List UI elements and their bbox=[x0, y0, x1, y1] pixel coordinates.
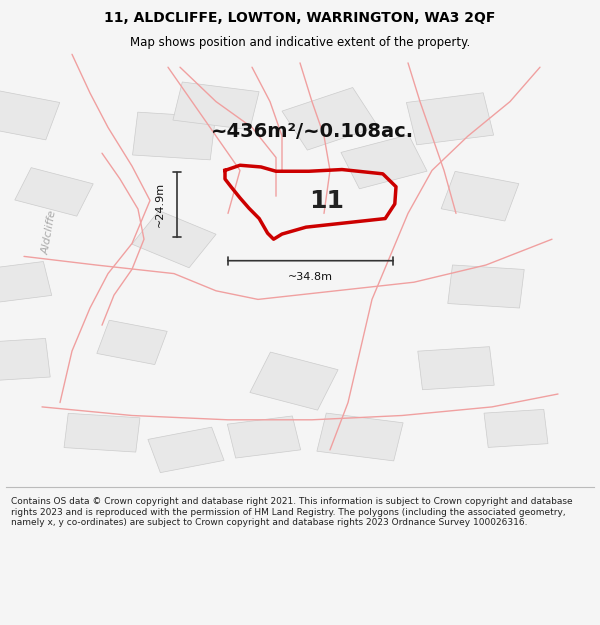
Polygon shape bbox=[282, 88, 378, 150]
Polygon shape bbox=[406, 92, 494, 145]
Polygon shape bbox=[132, 211, 216, 268]
Text: 11, ALDCLIFFE, LOWTON, WARRINGTON, WA3 2QF: 11, ALDCLIFFE, LOWTON, WARRINGTON, WA3 2… bbox=[104, 11, 496, 25]
Polygon shape bbox=[148, 427, 224, 472]
Polygon shape bbox=[15, 168, 93, 216]
Text: Map shows position and indicative extent of the property.: Map shows position and indicative extent… bbox=[130, 36, 470, 49]
Polygon shape bbox=[0, 261, 52, 303]
Text: Contains OS data © Crown copyright and database right 2021. This information is : Contains OS data © Crown copyright and d… bbox=[11, 498, 572, 528]
Text: 11: 11 bbox=[310, 189, 344, 213]
Text: ~34.8m: ~34.8m bbox=[288, 272, 333, 282]
Polygon shape bbox=[227, 416, 301, 458]
Polygon shape bbox=[317, 413, 403, 461]
Polygon shape bbox=[133, 112, 215, 160]
Polygon shape bbox=[0, 89, 60, 140]
Polygon shape bbox=[97, 320, 167, 364]
Text: ~436m²/~0.108ac.: ~436m²/~0.108ac. bbox=[211, 122, 413, 141]
Polygon shape bbox=[448, 265, 524, 308]
Polygon shape bbox=[418, 347, 494, 390]
Polygon shape bbox=[341, 135, 427, 189]
Polygon shape bbox=[0, 339, 50, 381]
Polygon shape bbox=[64, 413, 140, 452]
Polygon shape bbox=[441, 171, 519, 221]
Polygon shape bbox=[484, 409, 548, 447]
Polygon shape bbox=[173, 82, 259, 130]
Text: Aldcliffe: Aldcliffe bbox=[40, 210, 58, 256]
Polygon shape bbox=[250, 352, 338, 410]
Text: ~24.9m: ~24.9m bbox=[155, 182, 165, 228]
